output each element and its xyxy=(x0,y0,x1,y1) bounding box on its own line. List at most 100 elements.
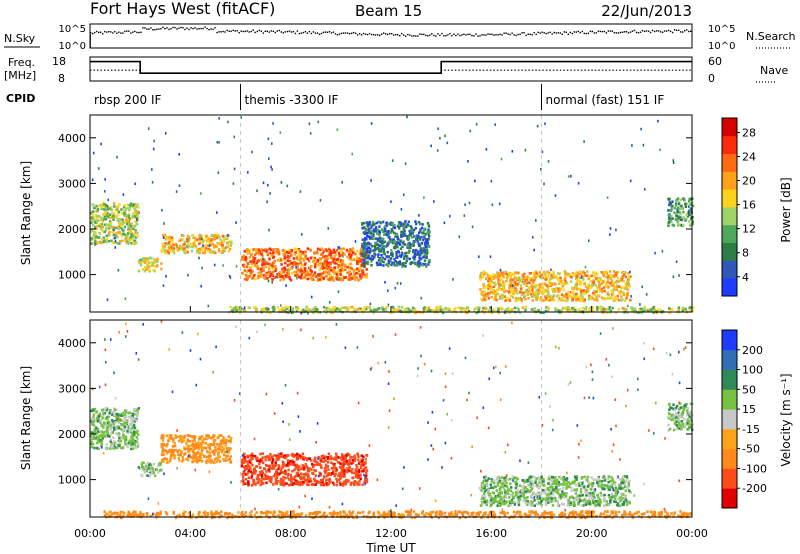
echo-cell xyxy=(283,249,287,252)
echo-cell xyxy=(391,252,394,256)
echo-cell xyxy=(294,274,297,277)
echo-cell xyxy=(605,285,608,288)
echo-cell xyxy=(201,453,204,456)
echo-cell xyxy=(674,202,678,205)
echo-cell xyxy=(314,309,318,313)
noise-sample xyxy=(493,34,495,36)
echo-cell xyxy=(303,267,306,270)
cpid-segment-label: rbsp 200 IF xyxy=(94,93,161,107)
echo-cell xyxy=(111,216,114,219)
echo-cell xyxy=(399,239,402,242)
echo-cell xyxy=(220,244,224,247)
echo-cell xyxy=(193,239,197,243)
echo-cell xyxy=(486,274,490,277)
echo-cell xyxy=(148,269,151,272)
noise-sample xyxy=(328,31,331,33)
noise-sample xyxy=(555,32,557,34)
echo-cell xyxy=(682,210,685,214)
echo-cell xyxy=(217,447,221,451)
echo-cell xyxy=(317,455,320,459)
echo-cell xyxy=(659,308,662,312)
noise-sample xyxy=(505,32,507,34)
echo-cell xyxy=(217,171,220,174)
echo-cell xyxy=(195,444,198,448)
noise-sample xyxy=(690,30,692,32)
echo-cell xyxy=(560,309,563,313)
echo-cell xyxy=(326,457,330,460)
echo-cell xyxy=(418,238,421,241)
echo-cell xyxy=(196,445,200,448)
echo-cell xyxy=(128,218,131,222)
echo-cell xyxy=(525,290,529,293)
echo-cell xyxy=(327,468,330,471)
freq-panel: Freq. [MHz] 18 8 60 0 Nave xyxy=(4,55,788,85)
echo-cell xyxy=(330,256,333,259)
echo-cell xyxy=(136,409,139,412)
echo-cell xyxy=(588,239,590,242)
echo-cell xyxy=(176,450,179,454)
echo-cell xyxy=(638,309,641,312)
noise-sample xyxy=(192,27,194,30)
echo-cell xyxy=(209,454,212,458)
echo-cell xyxy=(133,424,136,427)
echo-cell xyxy=(123,427,127,431)
echo-cell xyxy=(590,284,594,287)
echo-cell xyxy=(471,225,474,229)
echo-cell xyxy=(286,473,290,477)
echo-cell xyxy=(185,457,188,461)
echo-cell xyxy=(357,278,361,281)
echo-cell xyxy=(343,264,347,268)
noise-sample xyxy=(124,30,126,33)
echo-cell xyxy=(161,242,164,246)
echo-cell xyxy=(498,202,501,206)
echo-cell xyxy=(136,438,139,441)
echo-cell xyxy=(268,265,271,269)
echo-cell xyxy=(328,261,331,265)
echo-cell xyxy=(573,294,576,298)
echo-cell xyxy=(194,459,197,463)
echo-cell xyxy=(682,223,685,227)
echo-cell xyxy=(190,245,193,248)
noise-sample xyxy=(150,27,152,29)
echo-cell xyxy=(341,259,344,263)
echo-cell xyxy=(300,467,303,470)
echo-cell xyxy=(92,210,95,213)
echo-cell xyxy=(421,238,425,242)
echo-cell xyxy=(603,289,606,293)
echo-cell xyxy=(409,225,413,228)
echo-cell xyxy=(178,239,181,243)
echo-cell xyxy=(575,278,579,281)
echo-cell xyxy=(111,225,114,229)
echo-cell xyxy=(493,281,496,285)
noise-sample xyxy=(449,33,451,35)
echo-cell xyxy=(93,237,97,241)
noise-sample xyxy=(561,33,563,35)
echo-cell xyxy=(339,262,342,266)
echo-cell xyxy=(421,256,424,260)
echo-cell xyxy=(247,171,249,174)
echo-cell xyxy=(241,255,244,259)
echo-cell xyxy=(351,257,354,261)
noise-sample xyxy=(170,28,172,30)
echo-cell xyxy=(288,259,292,263)
echo-cell xyxy=(619,290,623,293)
noise-sample xyxy=(569,31,571,34)
echo-cell xyxy=(529,278,533,282)
echo-cell xyxy=(333,474,336,478)
echo-cell xyxy=(175,190,178,193)
noise-sample xyxy=(469,33,471,36)
echo-cell xyxy=(119,439,123,443)
noise-sample xyxy=(272,30,274,32)
echo-cell xyxy=(266,277,269,280)
echo-cell xyxy=(148,463,151,466)
echo-cell xyxy=(387,240,391,244)
echo-cell xyxy=(289,253,293,257)
echo-cell xyxy=(510,287,513,290)
echo-cell xyxy=(310,265,313,268)
echo-cell xyxy=(287,311,290,314)
echo-cell xyxy=(179,247,183,250)
echo-cell xyxy=(245,278,249,282)
echo-cell xyxy=(249,470,253,473)
echo-cell xyxy=(547,271,551,275)
echo-cell xyxy=(371,254,374,258)
